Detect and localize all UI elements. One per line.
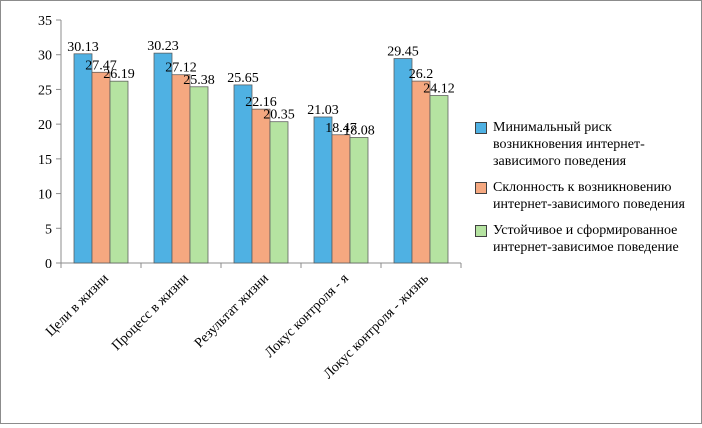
bar: [430, 96, 448, 263]
legend-swatch: [475, 122, 487, 134]
bar: [190, 87, 208, 263]
data-label: 30.23: [147, 39, 179, 54]
data-label: 25.65: [227, 71, 259, 86]
legend-label: Устойчивое и сформированное интернет-зав…: [493, 222, 701, 256]
data-label: 25.38: [183, 73, 215, 88]
legend-swatch: [475, 225, 487, 237]
bar: [172, 75, 190, 263]
data-label: 21.03: [307, 103, 339, 118]
data-label: 30.13: [67, 40, 99, 55]
bar: [154, 53, 172, 263]
legend-item: Минимальный риск возникновения интернет-…: [475, 119, 701, 170]
data-label: 26.2: [409, 67, 434, 82]
legend-label: Склонность к возникновению интернет-зави…: [493, 179, 701, 213]
y-tick-label: 35: [38, 14, 52, 29]
data-label: 20.35: [263, 108, 295, 123]
legend-item: Склонность к возникновению интернет-зави…: [475, 179, 701, 213]
y-tick-label: 20: [38, 118, 52, 133]
bar: [314, 117, 332, 263]
bar: [110, 81, 128, 263]
data-label: 24.12: [423, 82, 455, 97]
bar: [394, 59, 412, 263]
y-tick-label: 30: [38, 49, 52, 64]
bar: [350, 137, 368, 263]
bar: [270, 122, 288, 263]
bar: [412, 81, 430, 263]
y-tick-label: 0: [45, 257, 52, 272]
y-tick-label: 10: [38, 188, 52, 203]
data-label: 29.45: [387, 45, 419, 60]
legend-swatch: [475, 182, 487, 194]
bar: [74, 54, 92, 263]
x-category-label: Локус контроля - я: [262, 271, 352, 361]
x-category-label: Процесс в жизни: [109, 271, 192, 354]
bar: [252, 109, 270, 263]
bar: [92, 72, 110, 263]
x-category-label: Результат жизни: [192, 271, 272, 351]
y-tick-label: 25: [38, 83, 52, 98]
bar: [332, 135, 350, 263]
bar: [234, 85, 252, 263]
y-tick-label: 15: [38, 153, 52, 168]
legend-label: Минимальный риск возникновения интернет-…: [493, 119, 701, 170]
legend-item: Устойчивое и сформированное интернет-зав…: [475, 222, 701, 256]
data-label: 18.08: [343, 123, 375, 138]
chart-legend: Минимальный риск возникновения интернет-…: [475, 119, 701, 265]
data-label: 26.19: [103, 67, 135, 82]
y-tick-label: 5: [45, 222, 52, 237]
x-category-label: Цели в жизни: [43, 271, 112, 340]
